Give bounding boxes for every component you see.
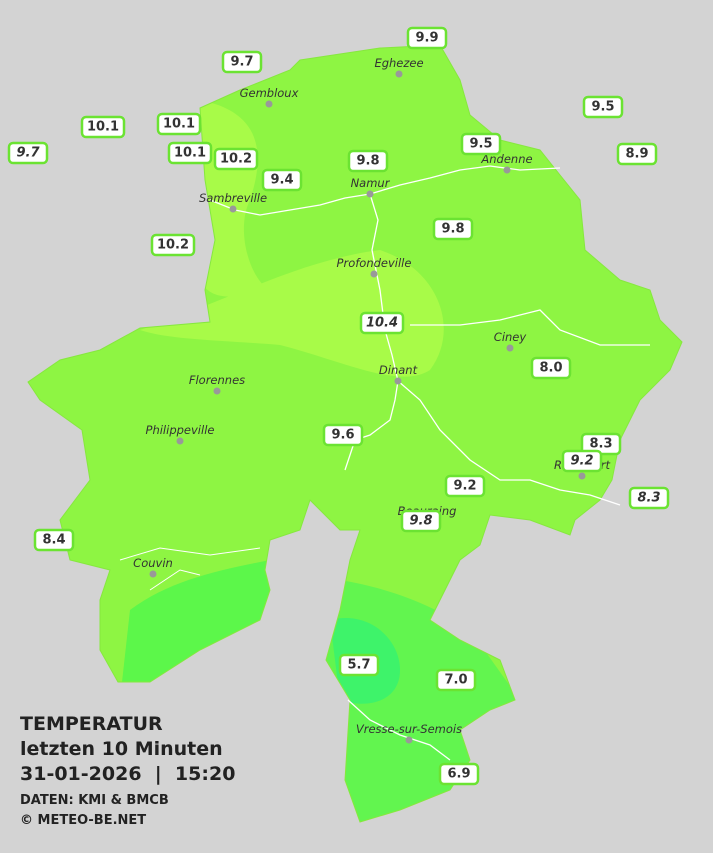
station-box <box>616 142 658 166</box>
city-label: Profondeville <box>337 256 412 270</box>
city-dot <box>405 736 413 744</box>
station-value: 9.7 <box>230 55 253 70</box>
source: DATEN: KMI & BMCB <box>20 793 169 808</box>
city-dot <box>578 472 586 480</box>
station-box <box>33 528 75 552</box>
city-label: Couvin <box>133 556 173 570</box>
station-box <box>582 95 624 119</box>
city-label: Florennes <box>189 373 245 387</box>
station-box <box>561 449 603 473</box>
title: TEMPERATUR <box>20 713 163 735</box>
city-label: Vresse-sur-Semois <box>356 722 462 736</box>
station-box <box>530 356 572 380</box>
city-label: Dinant <box>379 363 418 377</box>
city-label: Philippeville <box>146 423 215 437</box>
city-dot <box>394 377 402 385</box>
station-value: 8.9 <box>625 147 648 162</box>
station-value: 10.1 <box>163 117 195 132</box>
city-dot <box>366 190 374 198</box>
station-value: 10.2 <box>220 152 252 167</box>
station-box <box>400 509 442 533</box>
subtitle: letzten 10 Minuten <box>20 738 223 760</box>
station-box <box>628 486 670 510</box>
station-box <box>347 149 389 173</box>
station-value: 6.9 <box>447 767 470 782</box>
station-value: 5.7 <box>347 658 370 673</box>
station-value: 9.9 <box>415 31 438 46</box>
station-value: 9.5 <box>469 137 492 152</box>
station-value: 7.0 <box>444 673 467 688</box>
station-box <box>156 112 202 136</box>
station-value: 8.3 <box>637 491 660 506</box>
station-value: 9.8 <box>356 154 379 169</box>
station-box <box>444 474 486 498</box>
station-box <box>435 668 477 692</box>
station-box <box>460 132 502 156</box>
station-box <box>432 217 474 241</box>
city-dot <box>506 344 514 352</box>
city-dot <box>176 437 184 445</box>
station-box <box>338 653 380 677</box>
city-dot <box>213 387 221 395</box>
station-box <box>221 50 263 74</box>
station-value: 9.4 <box>270 173 293 188</box>
city-dot <box>229 205 237 213</box>
station-value: 10.1 <box>174 146 206 161</box>
station-value: 9.5 <box>591 100 614 115</box>
datetime: 31-01-2026 | 15:20 <box>20 763 235 785</box>
station-value: 8.3 <box>589 437 612 452</box>
city-label: Ciney <box>494 330 527 344</box>
station-box <box>406 26 448 50</box>
station-value: 9.2 <box>570 454 593 469</box>
station-box <box>150 233 196 257</box>
copyright: © METEO-BE.NET <box>20 813 146 828</box>
station-box <box>213 147 259 171</box>
station-value: 9.8 <box>441 222 464 237</box>
city-dot <box>503 166 511 174</box>
station-value: 10.4 <box>366 316 398 331</box>
city-dot <box>149 570 157 578</box>
city-dot <box>370 270 378 278</box>
station-value: 8.4 <box>42 533 65 548</box>
station-box <box>167 141 213 165</box>
city-label: Gembloux <box>240 86 299 100</box>
station-box <box>80 115 126 139</box>
city-label: Eghezee <box>374 56 423 70</box>
station-value: 9.2 <box>453 479 476 494</box>
station-value: 10.1 <box>87 120 119 135</box>
city-label: Andenne <box>480 152 532 166</box>
city-dot <box>265 100 273 108</box>
station-value: 9.8 <box>409 514 432 529</box>
station-box <box>438 762 480 786</box>
station-value: 9.6 <box>331 428 354 443</box>
station-box <box>359 311 405 335</box>
station-value: 8.0 <box>539 361 562 376</box>
city-label: Namur <box>351 176 391 190</box>
station-value: 10.2 <box>157 238 189 253</box>
station-box <box>261 168 303 192</box>
city-label: Sambreville <box>199 191 267 205</box>
city-dot <box>395 70 403 78</box>
station-value: 9.7 <box>16 146 40 161</box>
station-box <box>7 141 49 165</box>
station-box <box>322 423 364 447</box>
